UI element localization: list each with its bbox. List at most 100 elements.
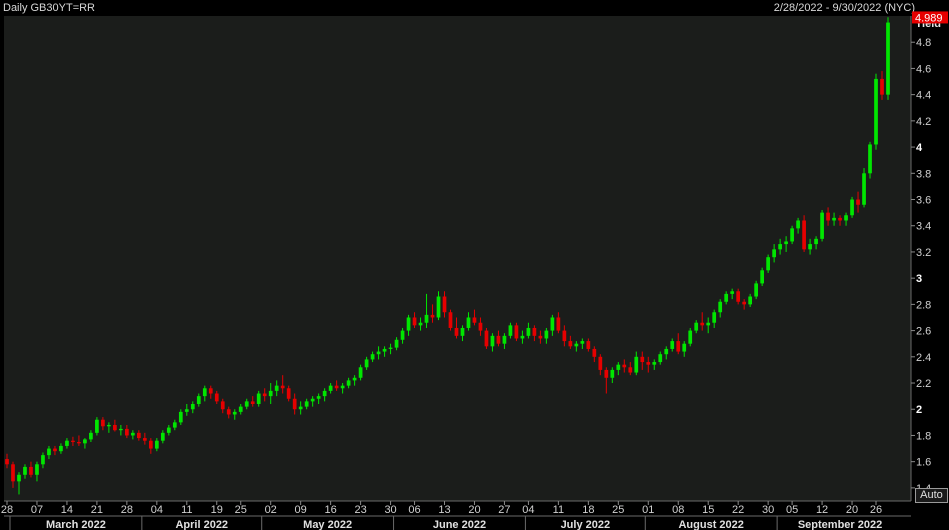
x-tick-label: 13: [438, 504, 450, 516]
candle-body: [646, 362, 651, 365]
candle-body: [610, 369, 615, 378]
candle-body: [59, 445, 63, 452]
candle-body: [580, 341, 585, 344]
candle: [784, 236, 788, 252]
candle-body: [712, 312, 717, 323]
candle-body: [820, 212, 824, 239]
candle: [268, 383, 273, 404]
candle-body: [814, 238, 818, 245]
candle-body: [826, 212, 830, 221]
candle-body: [634, 356, 639, 373]
candle: [119, 424, 123, 436]
candle: [802, 215, 806, 252]
candle-body: [514, 325, 519, 339]
candle-body: [442, 296, 447, 313]
candle-body: [232, 411, 237, 415]
candle-body: [874, 78, 878, 145]
candle: [424, 293, 429, 328]
candle-body: [652, 362, 657, 365]
candle: [748, 293, 753, 307]
x-tick-label: 07: [31, 504, 43, 516]
candle: [23, 464, 27, 479]
candle-body: [130, 432, 135, 436]
y-tick-label: 1.6: [916, 457, 931, 469]
last-value-label: 4.989: [915, 12, 943, 24]
candle: [868, 141, 872, 179]
month-label: August 2022: [678, 519, 743, 530]
candle-body: [724, 293, 729, 302]
candle-body: [592, 348, 597, 357]
last-value-badge-bg: [912, 11, 948, 24]
candle-body: [400, 330, 405, 340]
month-label: June 2022: [433, 519, 486, 530]
candle-body: [190, 404, 195, 410]
candle: [406, 314, 411, 336]
candle: [83, 438, 87, 449]
y-tick-label: 4.6: [916, 63, 931, 75]
candle: [148, 438, 153, 454]
candle: [760, 267, 765, 287]
candle: [244, 398, 249, 410]
candle-body: [472, 317, 477, 323]
x-tick-label: 22: [732, 504, 744, 516]
candle-body: [790, 228, 794, 242]
auto-scale-button[interactable]: Auto: [915, 488, 948, 503]
candle-body: [208, 388, 213, 394]
candle: [59, 443, 63, 454]
x-tick-label: 05: [786, 504, 798, 516]
candle-body: [23, 466, 27, 475]
candle: [532, 325, 537, 342]
date-range: 2/28/2022 - 9/30/2022 (NYC): [773, 2, 915, 14]
candle-body: [322, 390, 327, 397]
month-label: May 2022: [303, 519, 352, 530]
candle: [400, 327, 405, 344]
candle-body: [706, 322, 711, 326]
candle-body: [832, 217, 836, 221]
y-tick-label: 3.8: [916, 168, 931, 180]
candle: [136, 430, 141, 441]
candle-body: [760, 270, 765, 284]
candle: [280, 375, 285, 394]
candle: [220, 398, 225, 414]
candle-body: [670, 341, 675, 349]
candle-body: [688, 330, 693, 344]
candle: [508, 322, 513, 339]
candle-body: [256, 393, 261, 404]
candle: [706, 317, 711, 334]
candle: [376, 346, 381, 360]
candle-body: [424, 314, 429, 323]
y-tick-label: 2.4: [916, 352, 931, 364]
candle: [71, 436, 75, 446]
candle: [47, 445, 51, 460]
candle-body: [526, 327, 531, 336]
candle: [568, 335, 573, 349]
candle: [592, 346, 597, 363]
plot-area: [4, 16, 911, 501]
candle-body: [352, 377, 357, 381]
candle-body: [454, 327, 459, 336]
x-tick-label: 06: [408, 504, 420, 516]
candle: [101, 417, 105, 431]
candle: [340, 383, 345, 394]
candles: [5, 17, 890, 495]
candle: [41, 452, 45, 469]
candle-body: [41, 455, 45, 465]
candle: [208, 385, 213, 399]
candle-body: [196, 396, 201, 404]
candle-body: [113, 424, 117, 431]
candle: [838, 215, 842, 226]
candle-body: [148, 440, 153, 449]
candle-body: [238, 406, 243, 412]
candle: [35, 461, 39, 482]
candle: [880, 71, 884, 100]
candle: [316, 393, 321, 404]
candle: [142, 432, 147, 445]
candle: [226, 406, 231, 419]
candle: [232, 409, 237, 420]
candle-body: [17, 474, 21, 482]
candle-body: [184, 409, 189, 412]
candle-body: [694, 322, 699, 331]
candle-body: [676, 341, 681, 352]
candle-body: [640, 356, 645, 363]
